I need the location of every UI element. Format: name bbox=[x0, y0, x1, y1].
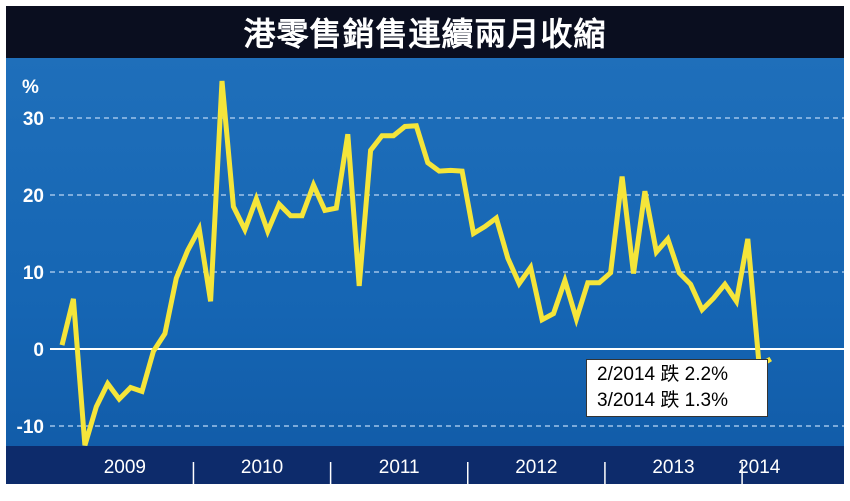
y-tick-label: 0 bbox=[33, 340, 44, 361]
y-tick-label: -10 bbox=[17, 417, 44, 438]
annotation-feb-2014: 2/2014 跌 2.2% bbox=[597, 364, 728, 385]
x-tick-label: 2012 bbox=[515, 457, 557, 478]
y-tick-label: 10 bbox=[23, 263, 44, 284]
x-tick-label: 2010 bbox=[241, 457, 283, 478]
grid-lines bbox=[50, 117, 844, 427]
chart-title: 港零售銷售連續兩月收縮 bbox=[6, 6, 844, 58]
annotation-mar-2014: 3/2014 跌 1.3% bbox=[597, 390, 728, 411]
y-axis-unit-label: % bbox=[22, 77, 39, 98]
x-tick-label: 2011 bbox=[379, 457, 420, 478]
annotation-box: 2/2014 跌 2.2% 3/2014 跌 1.3% bbox=[586, 359, 768, 417]
retail-sales-line bbox=[59, 80, 772, 447]
x-tick-label: 2013 bbox=[652, 457, 694, 478]
x-tick-label: 2009 bbox=[104, 457, 146, 478]
x-axis: 2009 2010 2011 2012 2013 2014 bbox=[104, 457, 781, 484]
x-axis-band bbox=[6, 446, 844, 484]
y-axis: 30 20 10 0 -10 bbox=[17, 109, 44, 438]
y-tick-label: 20 bbox=[23, 186, 44, 207]
series-line bbox=[59, 80, 772, 447]
y-tick-label: 30 bbox=[23, 109, 44, 130]
x-tick-label: 2014 bbox=[738, 457, 781, 478]
